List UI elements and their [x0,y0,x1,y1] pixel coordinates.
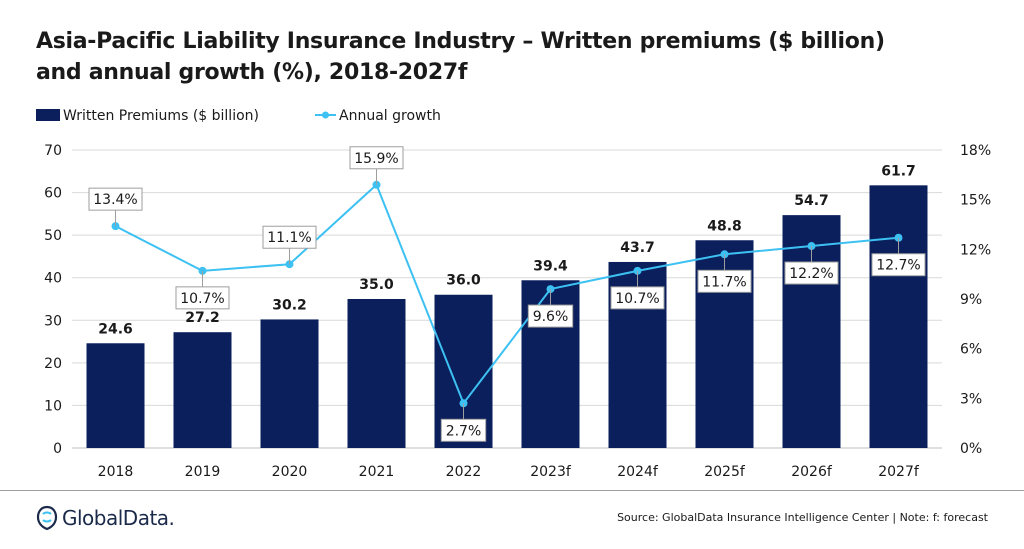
line-series [111,180,903,408]
growth-label-text: 9.6% [533,309,569,325]
bar-value-label: 27.2 [185,310,220,326]
bar [347,299,406,448]
growth-label: 10.7% [175,270,230,310]
legend-line-label: Annual growth [339,108,441,124]
growth-label-text: 11.7% [702,274,746,290]
growth-label-text: 12.2% [789,266,833,282]
left-tick-label: 20 [44,356,62,372]
x-tick-label: 2018 [98,464,134,480]
combo-chart: Written Premiums ($ billion) Annual grow… [36,108,991,480]
growth-label: 11.1% [262,225,317,265]
logo-text: GlobalData. [62,506,175,530]
x-tick-label: 2022 [446,464,482,480]
right-tick-label: 18% [960,143,991,159]
chart-title: Asia-Pacific Liability Insurance Industr… [36,26,976,88]
right-axis: 0% 3% 6% 9% 12% 15% 18% [960,143,991,457]
bar-value-labels: 24.6 27.2 30.2 35.0 36.0 39.4 43.7 48.8 54.7 61.7 [98,163,916,337]
x-tick-label: 2025f [704,464,746,480]
x-tick-label: 2027f [878,464,920,480]
bar [260,319,319,448]
growth-label-text: 10.7% [615,291,659,307]
left-tick-label: 60 [44,186,62,202]
growth-label-box [440,418,487,442]
bar-value-label: 48.8 [707,218,742,234]
legend-bar-label: Written Premiums ($ billion) [63,108,259,124]
growth-label-text: 11.1% [267,230,311,246]
growth-label: 15.9% [349,146,404,185]
growth-label: 12.7% [871,237,926,277]
growth-label-text: 10.7% [180,291,224,307]
growth-label: 11.7% [697,254,752,293]
left-tick-label: 70 [44,143,62,159]
growth-point [720,250,729,259]
left-tick-label: 40 [44,271,62,287]
right-tick-label: 15% [960,193,991,209]
x-tick-label: 2019 [185,464,221,480]
legend-bar-swatch [36,109,60,121]
growth-label-text: 2.7% [446,423,482,439]
left-tick-label: 50 [44,228,62,244]
left-tick-label: 0 [53,441,62,457]
x-tick-label: 2023f [530,464,572,480]
growth-label: 12.2% [784,246,839,285]
left-tick-label: 10 [44,398,62,414]
growth-label-box [784,261,839,285]
right-tick-label: 0% [960,441,982,457]
chart-title-line2: and annual growth (%), 2018-2027f [36,60,468,85]
bar [86,343,145,448]
growth-label-text: 15.9% [354,151,398,167]
source-note: Source: GlobalData Insurance Intelligenc… [617,511,988,524]
left-axis: 0 10 20 30 40 50 60 70 [44,143,62,457]
line-value-labels: 13.4% 10.7% 11.1% 15.9% 2.7% 9.6% 10.7% 11.7% 12… [88,146,926,442]
bar-value-label: 54.7 [794,193,829,209]
chart-title-line1: Asia-Pacific Liability Insurance Industr… [36,29,885,54]
globaldata-logo-icon [36,505,58,531]
bar-value-label: 36.0 [446,273,481,289]
right-tick-label: 9% [960,292,982,308]
x-tick-label: 2026f [791,464,833,480]
bar-value-label: 39.4 [533,258,568,274]
globaldata-logo: GlobalData. [36,503,175,533]
growth-line [115,183,899,406]
x-tick-label: 2024f [617,464,659,480]
legend-line-marker [322,111,329,119]
bar-value-label: 35.0 [359,277,394,293]
bar [173,332,232,448]
left-tick-label: 30 [44,313,62,329]
growth-label-box [262,225,317,249]
x-tick-label: 2020 [272,464,308,480]
growth-label-box [175,286,230,310]
growth-label-text: 13.4% [93,192,137,208]
growth-label: 2.7% [440,403,487,442]
bar-value-label: 43.7 [620,240,655,256]
growth-label-box [349,146,404,170]
legend: Written Premiums ($ billion) Annual grow… [36,108,441,124]
right-tick-label: 12% [960,242,991,258]
growth-label: 13.4% [88,187,143,227]
bar-value-label: 30.2 [272,297,307,313]
x-axis: 2018 2019 2020 2021 2022 2023f 2024f 2025f 2026f… [98,464,920,480]
right-tick-label: 6% [960,342,982,358]
growth-label-text: 12.7% [876,258,920,274]
growth-label-box [88,187,143,211]
growth-label-box [610,286,665,310]
growth-label-box [697,269,752,293]
bar [869,185,928,448]
footer-divider [0,490,1024,491]
growth-label: 9.6% [527,289,574,328]
bar-value-label: 24.6 [98,321,133,337]
bar-value-label: 61.7 [881,163,916,179]
right-tick-label: 3% [960,391,982,407]
growth-label-box [527,304,574,328]
growth-label: 10.7% [610,270,665,310]
growth-label-box [871,253,926,277]
x-tick-label: 2021 [359,464,395,480]
